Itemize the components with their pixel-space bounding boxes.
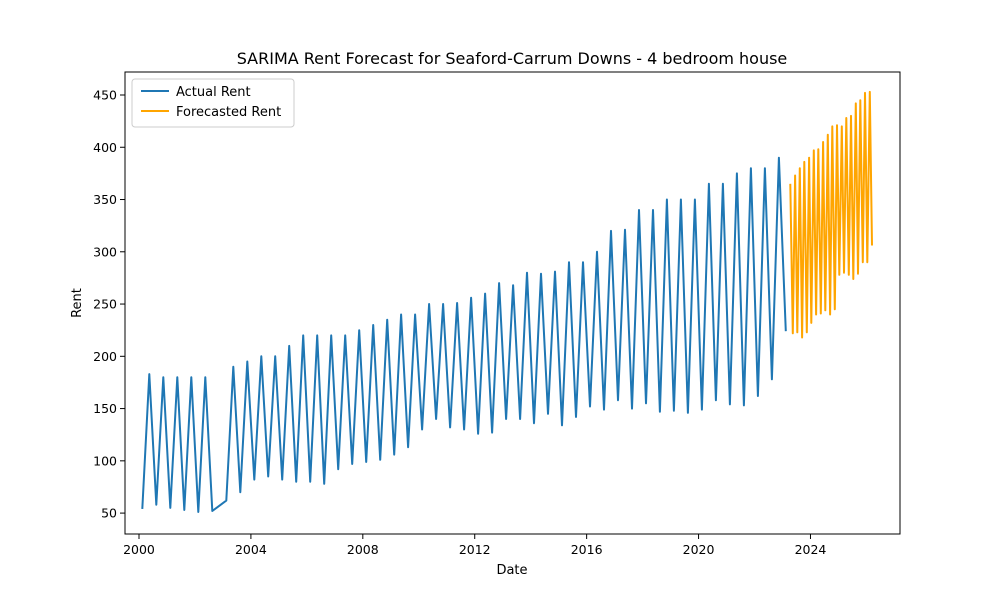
y-tick-label: 350 bbox=[93, 192, 117, 207]
y-tick-label: 300 bbox=[93, 244, 117, 259]
y-axis: 50 100 150 200 250 300 350 400 450 bbox=[93, 87, 125, 521]
y-axis-label: Rent bbox=[70, 288, 85, 318]
chart-title: SARIMA Rent Forecast for Seaford-Carrum … bbox=[237, 49, 788, 68]
series-line-actual-rent bbox=[141, 156, 787, 513]
x-tick-label: 2012 bbox=[459, 542, 491, 557]
x-axis-label: Date bbox=[496, 563, 527, 578]
y-tick-label: 150 bbox=[93, 401, 117, 416]
y-tick-label: 450 bbox=[93, 87, 117, 102]
plot-lines bbox=[141, 90, 873, 513]
y-tick-label: 100 bbox=[93, 453, 117, 468]
x-tick-label: 2024 bbox=[795, 542, 827, 557]
legend-label-actual-rent: Actual Rent bbox=[176, 85, 251, 100]
x-tick-label: 2000 bbox=[123, 542, 155, 557]
x-tick-label: 2020 bbox=[683, 542, 715, 557]
legend-box bbox=[131, 78, 295, 128]
legend: Actual Rent Forecasted Rent bbox=[131, 78, 295, 128]
y-tick-label: 50 bbox=[101, 506, 117, 521]
plot-frame bbox=[124, 71, 901, 535]
x-tick-label: 2008 bbox=[347, 542, 379, 557]
x-tick-label: 2004 bbox=[235, 542, 267, 557]
x-tick-label: 2016 bbox=[571, 542, 603, 557]
y-tick-label: 250 bbox=[93, 297, 117, 312]
series-line-forecasted-rent bbox=[789, 90, 873, 339]
x-axis: 2000 2004 2008 2012 2016 2020 2024 bbox=[123, 534, 826, 557]
y-tick-label: 400 bbox=[93, 140, 117, 155]
legend-label-forecasted-rent: Forecasted Rent bbox=[176, 105, 281, 120]
y-tick-label: 200 bbox=[93, 349, 117, 364]
